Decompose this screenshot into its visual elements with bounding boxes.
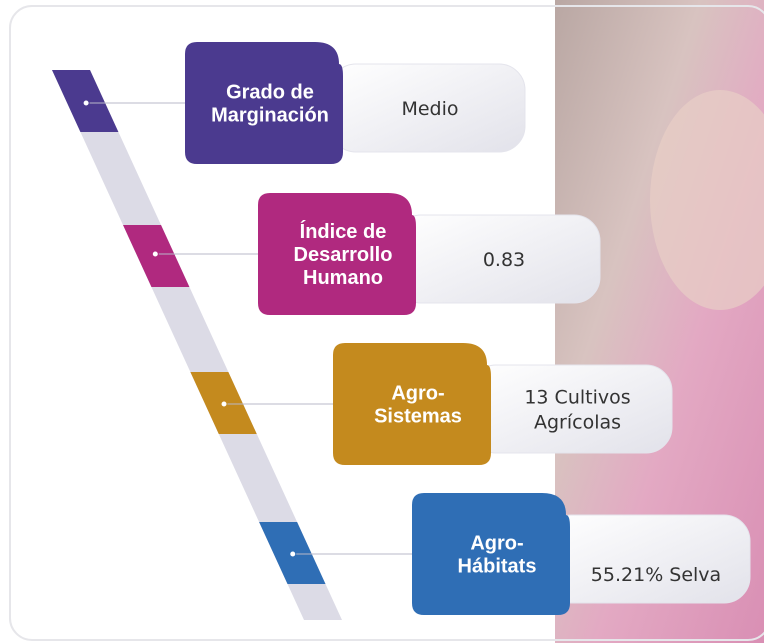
item-value: Agrícolas [534,412,621,434]
item-label: Humano [303,267,383,289]
item-label: Hábitats [458,556,537,578]
label-box [412,493,570,615]
item-label: Índice de [300,220,387,243]
item-value: Medio [401,98,458,120]
value-box [469,364,673,454]
label-box [258,193,416,315]
photo-face [650,90,764,310]
connector-dot [82,99,90,107]
connector-dot [151,250,159,258]
item-value: 55.21% Selva [591,564,721,586]
item-label: Sistemas [374,406,462,428]
item-label: Agro- [391,383,444,405]
item-label: Agro- [470,533,523,555]
connector-dot [289,550,297,558]
item-label: Grado de [226,82,314,104]
label-box [185,42,343,164]
panel-border [9,5,764,641]
label-box [333,343,491,465]
diagonal-band [52,70,342,620]
value-box [544,514,751,604]
connector-dot [220,400,228,408]
item-value: 13 Cultivos [524,387,630,409]
item-value: 0.83 [483,249,525,271]
item-label: Desarrollo [294,244,393,266]
item-label: Marginación [211,105,329,127]
